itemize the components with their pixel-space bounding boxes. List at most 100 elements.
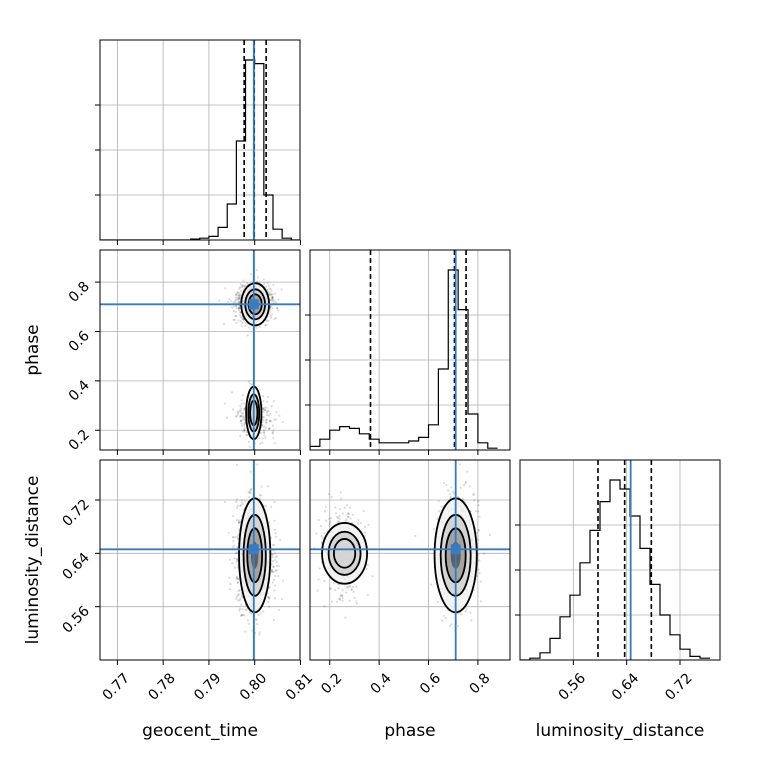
scatter-point — [236, 581, 239, 584]
scatter-point — [263, 408, 267, 412]
scatter-point — [247, 496, 251, 499]
scatter-point — [323, 605, 326, 608]
scatter-point — [256, 463, 259, 466]
scatter-point — [337, 516, 340, 519]
scatter-point — [321, 537, 324, 540]
scatter-point — [239, 310, 242, 314]
scatter-point — [270, 568, 274, 572]
scatter-point — [429, 583, 433, 586]
scatter-point — [356, 522, 359, 526]
scatter-point — [233, 544, 236, 547]
scatter-point — [259, 431, 263, 434]
scatter-point — [240, 315, 243, 318]
scatter-point — [232, 309, 235, 313]
scatter-point — [236, 413, 240, 416]
scatter-point — [238, 296, 242, 300]
scatter-point — [237, 301, 240, 304]
scatter-point — [248, 491, 251, 494]
scatter-point — [250, 487, 253, 490]
scatter-point — [240, 285, 244, 289]
scatter-point — [276, 306, 279, 310]
scatter-point — [249, 488, 252, 492]
scatter-point — [269, 298, 272, 301]
scatter-point — [260, 485, 263, 488]
scatter-point — [248, 445, 252, 449]
scatter-point — [243, 630, 247, 633]
scatter-point — [271, 553, 274, 557]
scatter-point — [238, 589, 241, 592]
scatter-point — [233, 318, 236, 321]
scatter-point — [333, 589, 337, 592]
scatter-point — [237, 521, 241, 524]
scatter-point — [317, 578, 320, 581]
scatter-point — [225, 416, 229, 419]
scatter-point — [218, 299, 221, 302]
scatter-point — [244, 284, 247, 287]
scatter-point — [478, 515, 481, 518]
scatter-point — [459, 486, 462, 489]
scatter-point — [268, 596, 271, 600]
x-tick-label-phase-1: 0.4 — [368, 670, 395, 697]
scatter-point — [237, 577, 240, 581]
scatter-point — [235, 506, 239, 509]
scatter-point — [230, 391, 234, 394]
scatter-point — [242, 417, 246, 420]
scatter-point — [345, 504, 349, 507]
scatter-point — [265, 411, 269, 414]
scatter-point — [237, 298, 241, 301]
scatter-point — [239, 504, 243, 507]
scatter-point — [261, 407, 264, 411]
panel-luminosity_distance-luminosity_distance — [520, 460, 720, 660]
scatter-point — [237, 319, 240, 322]
scatter-point — [452, 492, 456, 495]
scatter-point — [349, 585, 352, 588]
scatter-point — [281, 420, 284, 424]
scatter-point — [244, 608, 247, 612]
scatter-point — [247, 622, 251, 625]
scatter-point — [240, 614, 243, 617]
scatter-point — [240, 412, 243, 415]
scatter-point — [274, 556, 277, 559]
scatter-point — [273, 292, 276, 295]
scatter-point — [448, 624, 452, 628]
scatter-point — [255, 326, 258, 329]
x-tick-label-luminosity_distance-0: 0.56 — [556, 670, 589, 703]
scatter-point — [273, 528, 277, 531]
scatter-point — [236, 546, 239, 549]
scatter-point — [237, 599, 240, 602]
scatter-point — [275, 418, 278, 421]
scatter-point — [414, 534, 417, 538]
scatter-point — [242, 430, 245, 433]
scatter-point — [239, 316, 242, 319]
scatter-point — [355, 602, 359, 605]
x-tick-label-geocent_time-3: 0.80 — [237, 670, 270, 703]
y-tick-label-luminosity_distance-1: 0.64 — [59, 550, 92, 583]
scatter-point — [262, 410, 265, 413]
scatter-point — [238, 294, 241, 297]
scatter-point — [444, 617, 447, 620]
scatter-point — [316, 589, 319, 592]
scatter-point — [273, 597, 277, 600]
scatter-point — [344, 519, 347, 522]
scatter-point — [267, 414, 270, 417]
scatter-point — [236, 291, 240, 294]
scatter-point — [450, 486, 453, 489]
panel-luminosity_distance-geocent_time — [100, 460, 300, 660]
scatter-point — [243, 500, 247, 503]
scatter-point — [234, 293, 237, 296]
scatter-point — [477, 510, 480, 513]
scatter-point — [270, 293, 273, 297]
scatter-point — [472, 493, 475, 497]
scatter-point — [350, 588, 354, 591]
scatter-point — [263, 282, 266, 285]
panel-border-2-0 — [99, 459, 301, 661]
scatter-point — [236, 291, 239, 294]
scatter-point — [332, 582, 336, 585]
scatter-point — [267, 284, 270, 287]
scatter-point — [239, 419, 242, 422]
scatter-point — [231, 536, 235, 539]
scatter-point — [468, 485, 471, 488]
scatter-point — [262, 415, 265, 419]
scatter-point — [271, 570, 274, 573]
